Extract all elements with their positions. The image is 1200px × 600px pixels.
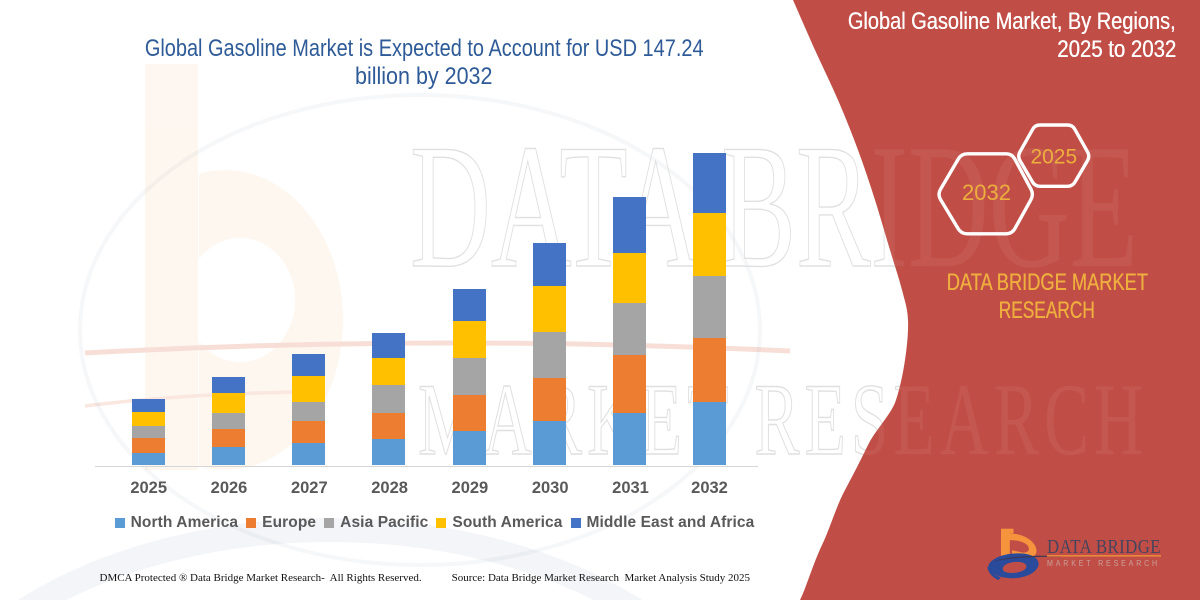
svg-text:2025: 2025 [1030, 146, 1077, 169]
svg-text:MARKET RESEARCH: MARKET RESEARCH [1047, 559, 1160, 568]
svg-text:2032: 2032 [962, 180, 1011, 205]
svg-text:DATA BRIDGE: DATA BRIDGE [1047, 536, 1161, 558]
